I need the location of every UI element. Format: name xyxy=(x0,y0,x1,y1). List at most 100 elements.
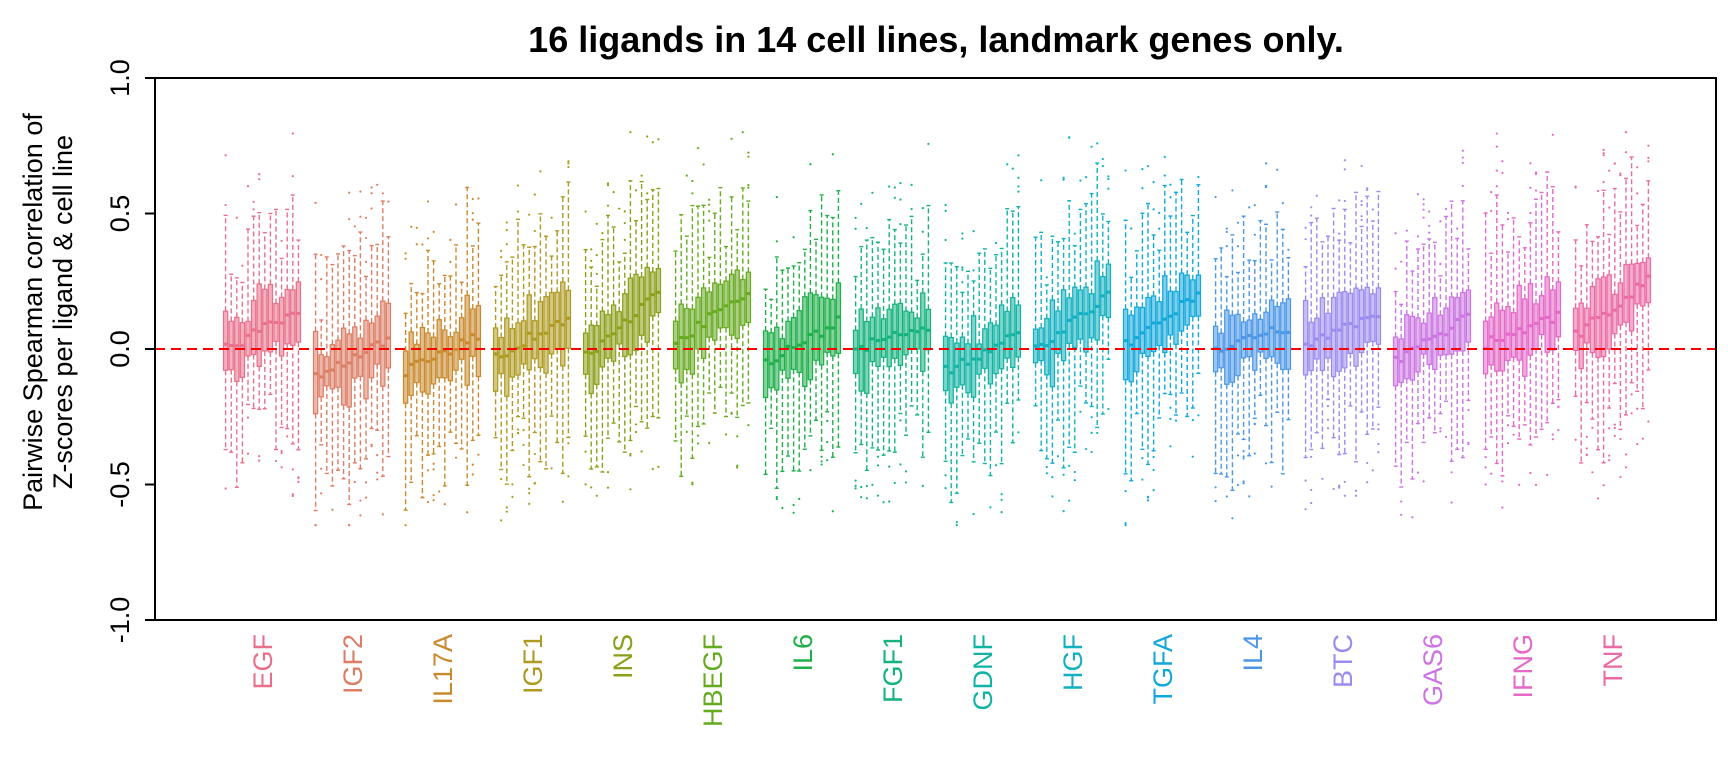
box-egf-8 xyxy=(262,232,268,410)
box-btc-14 xyxy=(1375,190,1382,454)
box-egf-3 xyxy=(234,216,240,489)
y-axis: -1.0 -0.5 0.0 0.5 1.0 xyxy=(105,59,155,643)
box-gdnf-14 xyxy=(1015,154,1022,434)
box-hgf-1 xyxy=(1032,236,1039,407)
box-gdnf-5 xyxy=(965,270,971,440)
box-ins-10 xyxy=(633,189,639,434)
box-hgf-10 xyxy=(1083,175,1089,451)
box-il17a-12 xyxy=(464,186,470,514)
box-il17a-14 xyxy=(475,197,482,456)
box-tgfa-7 xyxy=(1156,211,1162,419)
box-igf2-1 xyxy=(312,201,319,527)
box-tnf-7 xyxy=(1606,169,1612,462)
x-tick-label-il4: IL4 xyxy=(1238,634,1268,672)
box-gas6-14 xyxy=(1465,248,1472,446)
box-egf-2 xyxy=(228,273,234,453)
box-il17a-13 xyxy=(470,197,476,476)
box-fgf1-11 xyxy=(908,183,915,407)
box-btc-12 xyxy=(1364,187,1370,484)
box-igf2-14 xyxy=(385,200,392,458)
box-gdnf-7 xyxy=(976,252,982,444)
box-ifng-7 xyxy=(1516,236,1522,486)
box-il17a-1 xyxy=(402,252,409,527)
box-tgfa-3 xyxy=(1134,250,1140,415)
box-tnf-1 xyxy=(1572,185,1579,441)
box-gdnf-12 xyxy=(1004,163,1010,404)
box-egf-5 xyxy=(245,185,251,455)
box-hgf-9 xyxy=(1077,179,1084,413)
box-igf2-10 xyxy=(363,216,369,499)
box-gdnf-9 xyxy=(987,267,994,509)
box-gas6-9 xyxy=(1437,220,1444,433)
box-btc-11 xyxy=(1358,164,1365,413)
box-tnf-3 xyxy=(1584,224,1590,457)
box-fgf1-9 xyxy=(897,182,904,466)
box-hbegf-14 xyxy=(745,151,752,427)
box-gdnf-1 xyxy=(942,203,949,490)
box-tgfa-2 xyxy=(1128,227,1134,482)
box-igf1-3 xyxy=(504,221,510,513)
box-igf2-13 xyxy=(380,192,386,516)
box-il17a-7 xyxy=(436,283,442,493)
box-il6-5 xyxy=(785,267,791,457)
x-tick-label-hbegf: HBEGF xyxy=(698,634,728,727)
x-tick-label-igf1: IGF1 xyxy=(518,634,548,694)
box-group-igf2 xyxy=(312,183,392,527)
box-il6-2 xyxy=(768,298,774,430)
box-ifng-5 xyxy=(1505,211,1511,445)
box-il17a-11 xyxy=(458,281,465,450)
box-fgf1-5 xyxy=(875,241,881,497)
box-fgf1-3 xyxy=(864,226,870,500)
y-tick-label: 0.0 xyxy=(105,330,135,368)
box-il4-7 xyxy=(1246,206,1252,498)
box-tgfa-4 xyxy=(1139,168,1146,481)
box-gas6-13 xyxy=(1460,149,1466,459)
box-hgf-14 xyxy=(1105,175,1112,411)
box-il6-9 xyxy=(807,163,814,472)
box-il4-8 xyxy=(1252,204,1258,455)
box-group-il6 xyxy=(762,153,842,514)
box-igf2-11 xyxy=(368,186,375,448)
box-hgf-7 xyxy=(1066,136,1072,502)
box-il17a-2 xyxy=(408,225,414,483)
plot-frame xyxy=(154,77,1717,621)
box-egf-13 xyxy=(290,132,296,498)
box-hgf-6 xyxy=(1060,176,1067,513)
x-tick-label-btc: BTC xyxy=(1328,634,1358,688)
box-fgf1-8 xyxy=(892,186,898,485)
box-gas6-11 xyxy=(1448,200,1455,504)
box-btc-5 xyxy=(1325,235,1331,430)
box-egf-14 xyxy=(295,239,302,483)
box-tgfa-6 xyxy=(1150,181,1157,492)
box-tnf-14 xyxy=(1645,144,1652,423)
box-fgf1-12 xyxy=(914,279,920,416)
box-gas6-10 xyxy=(1443,207,1449,438)
box-ins-1 xyxy=(582,210,589,486)
box-ins-13 xyxy=(650,141,656,471)
box-igf2-12 xyxy=(374,183,380,481)
box-hbegf-5 xyxy=(695,146,701,445)
box-ins-4 xyxy=(599,232,606,473)
box-egf-9 xyxy=(267,212,274,396)
box-il4-5 xyxy=(1235,221,1241,487)
box-fgf1-2 xyxy=(858,202,864,499)
box-tnf-12 xyxy=(1634,166,1640,446)
box-gdnf-13 xyxy=(1010,167,1016,444)
box-group-il17a xyxy=(402,186,482,527)
y-tick-label: -0.5 xyxy=(105,461,135,508)
box-gas6-3 xyxy=(1404,229,1410,444)
box-ins-6 xyxy=(610,191,617,424)
box-hgf-12 xyxy=(1094,142,1100,435)
box-hbegf-7 xyxy=(706,198,712,445)
box-hgf-5 xyxy=(1055,241,1061,458)
y-tick-label: -1.0 xyxy=(105,597,135,644)
box-hgf-3 xyxy=(1044,276,1050,475)
box-tgfa-9 xyxy=(1167,183,1174,448)
x-tick-label-egf: EGF xyxy=(248,634,278,690)
x-tick-label-gdnf: GDNF xyxy=(968,634,998,711)
box-il6-10 xyxy=(813,238,819,421)
box-igf1-13 xyxy=(560,196,566,503)
box-ins-7 xyxy=(616,207,622,443)
box-ins-12 xyxy=(644,135,650,429)
